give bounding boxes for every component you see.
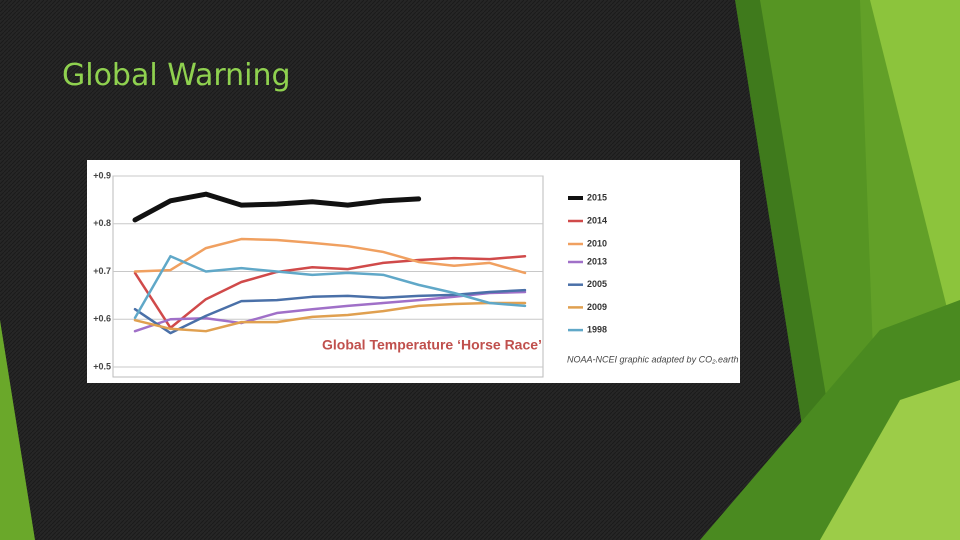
legend-label: 2013: [587, 256, 607, 266]
series-line: [133, 254, 527, 330]
y-tick-label: +0.6: [93, 314, 111, 324]
annotation: NOAA-NCEI graphic adapted by CO₂.earth: [567, 354, 739, 364]
decor: [0, 320, 35, 540]
y-tick-label: +0.7: [93, 266, 111, 276]
legend-label: 2014: [587, 215, 607, 225]
y-tick-label: +0.9: [93, 170, 111, 180]
legend-label: 2015: [587, 192, 607, 202]
legend-label: 2005: [587, 279, 607, 289]
chart: +0.9 +0.8 +0.7 +0.6 +0.5 2015 2014 2010 2013 2005…: [93, 170, 738, 371]
chart-title: Global Temperature ‘Horse Race’: [322, 337, 542, 353]
series-line: [133, 254, 527, 320]
y-tick-label: +0.8: [93, 218, 111, 228]
y-tick-label: +0.5: [93, 361, 111, 371]
series-line: [133, 237, 527, 275]
legend-label: 2009: [587, 302, 607, 312]
legend-label: 1998: [587, 324, 607, 334]
decor: [820, 380, 960, 540]
series-line: [133, 301, 527, 333]
legend-label: 2010: [587, 238, 607, 248]
series-line: [132, 191, 422, 223]
slide-title: Global Warning: [62, 58, 291, 93]
